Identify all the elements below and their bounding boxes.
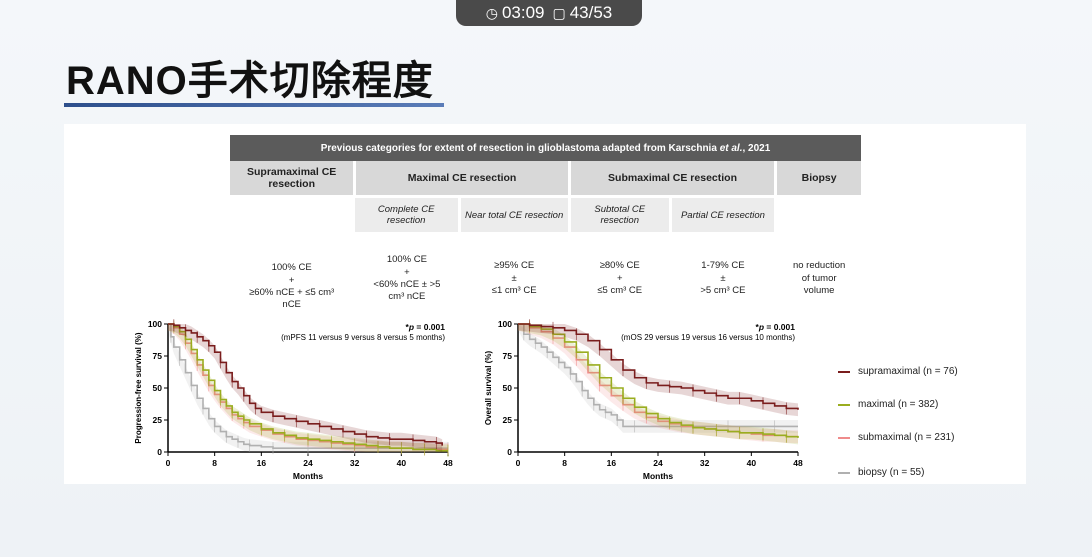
title-underline — [64, 103, 444, 107]
empty-cell — [230, 195, 355, 232]
pfs-chart: 0 25 50 75 100 0 8 16 24 32 40 48 Months Progression-… — [134, 319, 453, 481]
page-icon: ▢ — [552, 4, 566, 21]
page-counter: 43/53 — [569, 3, 613, 22]
resection-categories-table: Previous categories for extent of resect… — [230, 135, 861, 326]
y-tick-label: 75 — [503, 351, 513, 361]
table-caption: Previous categories for extent of resect… — [230, 135, 861, 161]
x-tick-label: 40 — [747, 458, 757, 468]
x-tick-label: 32 — [700, 458, 710, 468]
y-axis-label: Overall survival (%) — [484, 351, 493, 426]
legend-swatch — [838, 403, 850, 406]
x-tick-label: 16 — [607, 458, 617, 468]
legend-label: maximal (n = 382) — [858, 399, 939, 410]
legend-item-submaximal: submaximal (n = 231) — [838, 432, 998, 443]
p-value-symbol: p — [408, 322, 414, 332]
y-tick-label: 25 — [503, 415, 513, 425]
median-annotation: (mOS 29 versus 19 versus 16 versus 10 mo… — [621, 333, 795, 342]
x-axis-label: Months — [643, 471, 673, 481]
survival-curve — [518, 323, 799, 410]
legend-item-biopsy: biopsy (n = 55) — [838, 467, 998, 478]
value-supramaximal: 100% CE + ≥60% nCE + ≤5 cm³ nCE — [230, 232, 357, 326]
x-tick-label: 40 — [397, 458, 407, 468]
header-submaximal: Submaximal CE resection — [569, 161, 778, 197]
value-subtotal: ≥80% CE + ≤5 cm³ CE — [569, 232, 672, 326]
header-maximal: Maximal CE resection — [354, 161, 571, 197]
clock-icon: ◷ — [485, 4, 498, 21]
elapsed-time: 03:09 — [501, 3, 545, 22]
x-tick-label: 48 — [793, 458, 803, 468]
confidence-band — [518, 324, 798, 445]
subheader-subtotal: Subtotal CE resection — [569, 195, 672, 232]
confidence-band — [168, 324, 448, 452]
y-tick-label: 75 — [153, 351, 163, 361]
empty-cell — [775, 195, 861, 232]
x-tick-label: 0 — [516, 458, 521, 468]
value-near-total: ≥95% CE ± ≤1 cm³ CE — [459, 232, 571, 326]
legend-label: supramaximal (n = 76) — [858, 366, 958, 377]
x-tick-label: 24 — [303, 458, 313, 468]
p-value-number: = 0.001 — [414, 322, 445, 332]
value-complete: 100% CE + <60% nCE ± >5 cm³ nCE — [354, 232, 461, 326]
survival-curve — [168, 323, 443, 446]
y-tick-label: 0 — [507, 447, 512, 457]
survival-curve — [518, 323, 799, 438]
confidence-band — [518, 324, 798, 433]
legend-label: biopsy (n = 55) — [858, 467, 925, 478]
x-tick-label: 48 — [443, 458, 453, 468]
y-tick-label: 100 — [148, 319, 162, 329]
legend-item-maximal: maximal (n = 382) — [838, 399, 998, 410]
y-axis-label: Progression-free survival (%) — [134, 332, 143, 443]
slide-title: RANO手术切除程度 — [66, 59, 434, 103]
x-tick-label: 8 — [562, 458, 567, 468]
header-supramaximal: Supramaximal CE resection — [230, 161, 357, 197]
subheader-near-total: Near total CE resection — [459, 195, 571, 232]
os-chart: 0 25 50 75 100 0 8 16 24 32 40 48 Months Overall surv… — [484, 319, 803, 481]
x-tick-label: 8 — [212, 458, 217, 468]
confidence-band — [168, 324, 448, 452]
p-value-annotation: *p = 0.001 — [756, 322, 796, 332]
subheader-complete: Complete CE resection — [354, 195, 461, 232]
y-tick-label: 0 — [157, 447, 162, 457]
presentation-timer: ◷ 03:09 ▢ 43/53 — [456, 0, 642, 26]
value-biopsy: no reduction of tumor volume — [792, 260, 846, 297]
x-tick-label: 32 — [350, 458, 360, 468]
legend-item-supramaximal: supramaximal (n = 76) — [838, 366, 998, 377]
legend-swatch — [838, 370, 850, 373]
median-annotation: (mPFS 11 versus 9 versus 8 versus 5 mont… — [281, 333, 445, 342]
y-tick-label: 25 — [153, 415, 163, 425]
p-value-annotation: *p = 0.001 — [406, 322, 446, 332]
y-tick-label: 50 — [503, 383, 513, 393]
p-value-prefix: * — [756, 322, 760, 332]
x-tick-label: 24 — [653, 458, 663, 468]
subheader-partial: Partial CE resection — [670, 195, 778, 232]
p-value-symbol: p — [758, 322, 764, 332]
y-tick-label: 100 — [498, 319, 512, 329]
legend-label: submaximal (n = 231) — [858, 432, 955, 443]
p-value-number: = 0.001 — [764, 322, 795, 332]
x-tick-label: 0 — [166, 458, 171, 468]
confidence-band — [168, 324, 443, 452]
p-value-prefix: * — [406, 322, 410, 332]
x-tick-label: 16 — [257, 458, 267, 468]
legend-swatch — [838, 471, 850, 474]
value-partial: 1-79% CE ± >5 cm³ CE — [670, 232, 778, 326]
x-axis-label: Months — [293, 471, 323, 481]
y-tick-label: 50 — [153, 383, 163, 393]
legend-swatch — [838, 436, 850, 439]
header-biopsy: Biopsy — [775, 161, 861, 197]
